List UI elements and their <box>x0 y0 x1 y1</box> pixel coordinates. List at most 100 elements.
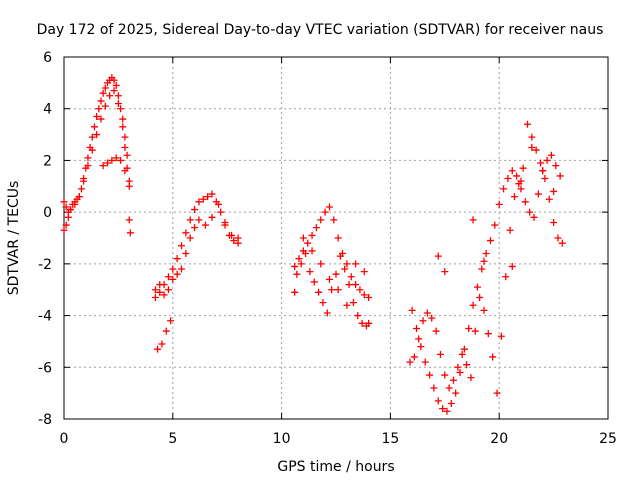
data-point <box>476 293 484 301</box>
data-point <box>354 312 362 320</box>
data-point <box>208 213 216 221</box>
y-tick-label: 6 <box>43 50 52 66</box>
data-point <box>365 319 373 327</box>
x-tick-label: 0 <box>60 431 69 447</box>
data-point <box>117 156 125 164</box>
data-point <box>513 172 521 180</box>
data-point <box>460 345 468 353</box>
data-point <box>463 361 471 369</box>
data-point <box>502 273 510 281</box>
data-point <box>191 224 199 232</box>
data-point <box>75 193 83 201</box>
data-point <box>537 159 545 167</box>
data-point <box>454 363 462 371</box>
y-tick-label: -4 <box>38 309 52 325</box>
data-point <box>441 268 449 276</box>
data-point <box>95 105 103 113</box>
data-point <box>510 193 518 201</box>
x-tick-label: 20 <box>490 431 508 447</box>
data-point <box>308 247 316 255</box>
data-point <box>208 190 216 198</box>
data-point <box>71 200 79 208</box>
x-axis-label: GPS time / hours <box>277 459 394 475</box>
data-point <box>319 299 327 307</box>
data-point <box>495 200 503 208</box>
data-point <box>356 286 364 294</box>
data-point <box>345 281 353 289</box>
data-point <box>330 216 338 224</box>
data-point <box>77 185 85 193</box>
data-point <box>125 216 133 224</box>
data-point <box>556 172 564 180</box>
data-point <box>417 343 425 351</box>
data-point <box>519 164 527 172</box>
data-point <box>465 325 473 332</box>
data-point <box>156 281 164 289</box>
data-point <box>112 154 120 162</box>
data-point <box>154 345 162 353</box>
data-point <box>101 102 109 110</box>
data-point <box>114 100 122 108</box>
data-point <box>80 177 88 185</box>
x-tick-label: 25 <box>599 431 617 447</box>
data-point <box>169 265 177 273</box>
data-point <box>343 260 351 268</box>
data-point <box>500 185 508 193</box>
data-point <box>434 252 442 260</box>
data-points <box>60 74 566 415</box>
data-point <box>325 275 333 283</box>
y-axis-label: SDTVAR / TECUs <box>6 181 22 296</box>
data-point <box>295 255 303 263</box>
y-tick-label: 2 <box>43 153 52 169</box>
data-point <box>173 270 181 278</box>
data-point <box>413 325 421 332</box>
data-point <box>99 162 107 170</box>
data-point <box>119 123 127 131</box>
data-point <box>84 162 92 170</box>
data-point <box>164 286 172 294</box>
data-point <box>493 389 501 397</box>
data-point <box>550 218 558 226</box>
data-point <box>230 237 238 245</box>
data-point <box>121 167 129 175</box>
data-point <box>550 187 558 195</box>
data-point <box>349 299 357 307</box>
data-point <box>419 317 427 325</box>
data-point <box>539 167 547 175</box>
data-point <box>543 156 551 164</box>
data-point <box>341 265 349 273</box>
data-point <box>528 144 536 151</box>
data-point <box>410 353 418 361</box>
series-segment-1 <box>60 74 134 237</box>
data-point <box>201 221 209 229</box>
data-point <box>99 89 107 97</box>
data-point <box>421 358 429 366</box>
data-point <box>332 270 340 278</box>
data-point <box>67 206 75 214</box>
data-point <box>530 213 538 221</box>
data-point <box>406 358 414 366</box>
plot-frame <box>63 56 609 420</box>
data-point <box>204 193 212 201</box>
data-point <box>186 234 194 242</box>
data-point <box>352 281 360 289</box>
data-point <box>110 87 118 95</box>
data-point <box>160 291 168 299</box>
data-point <box>443 407 451 415</box>
data-point <box>325 203 333 211</box>
data-point <box>60 198 68 206</box>
data-point <box>439 405 447 413</box>
data-point <box>336 252 344 260</box>
data-point <box>199 195 207 203</box>
data-point <box>156 288 164 296</box>
data-point <box>334 286 342 294</box>
data-point <box>84 154 92 162</box>
data-point <box>114 92 122 100</box>
data-point <box>521 198 529 206</box>
data-point <box>293 270 301 278</box>
data-point <box>182 250 190 258</box>
data-point <box>299 234 307 242</box>
data-point <box>97 115 105 123</box>
